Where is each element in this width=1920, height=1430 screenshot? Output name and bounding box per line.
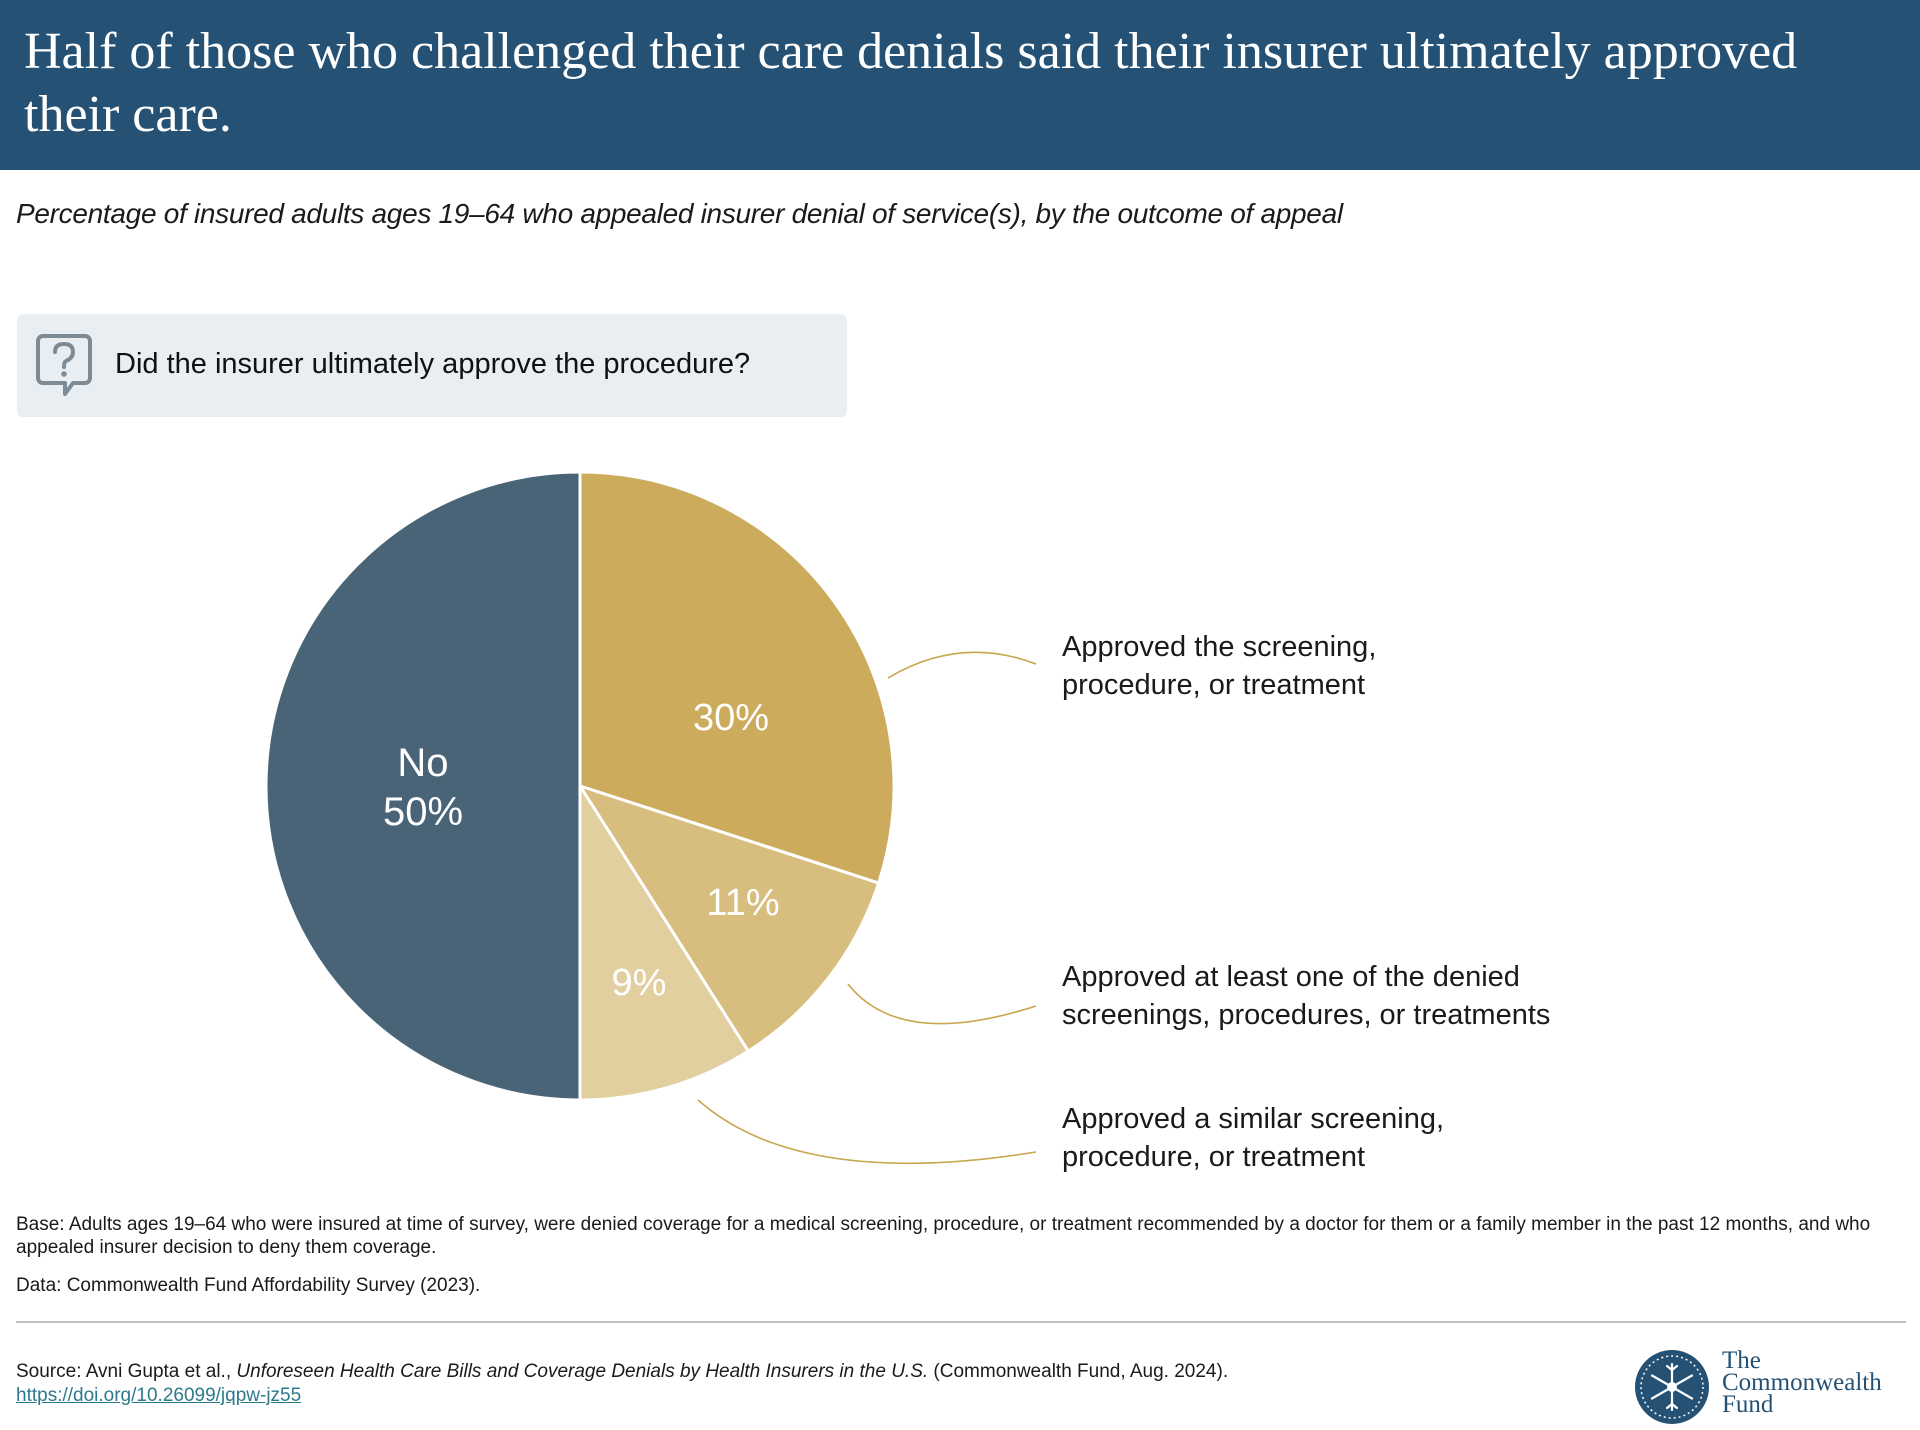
legend-approved-full-line2: procedure, or treatment: [1062, 669, 1366, 701]
legend-approved-partial-line2: screenings, procedures, or treatments: [1062, 999, 1551, 1031]
header-banner: Half of those who challenged their care …: [0, 0, 1920, 170]
source-note: Source: Avni Gupta et al., Unforeseen He…: [16, 1360, 1228, 1383]
slice-label-approved-full: 30%: [693, 697, 769, 739]
question-text: Did the insurer ultimately approve the p…: [115, 348, 751, 380]
pie-slice-approved-full: [578, 470, 896, 885]
base-note: Base: Adults ages 19–64 who were insured…: [16, 1214, 1871, 1258]
source-title: Unforeseen Health Care Bills and Coverag…: [236, 1361, 929, 1382]
callout-line-approved-similar: [697, 1099, 1037, 1165]
logo-line1: The: [1722, 1347, 1761, 1374]
snowflake-seal-icon: [1635, 1350, 1709, 1424]
question-box: Did the insurer ultimately approve the p…: [17, 314, 847, 417]
pie-slice-approved-partial: [576, 783, 881, 1054]
pie-slices: [264, 470, 896, 1102]
callout-lines: [697, 651, 1037, 1165]
source-link[interactable]: https://doi.org/10.26099/jqpw-jz55: [16, 1385, 302, 1406]
callout-line-approved-partial: [847, 983, 1037, 1025]
legend-approved-similar-line2: procedure, or treatment: [1062, 1141, 1366, 1173]
logo-wordmark: The Commonwealth Fund: [1722, 1347, 1882, 1418]
legend-approved-full-line1: Approved the screening,: [1062, 631, 1377, 663]
pie-slice-approved-similar: [578, 780, 751, 1102]
chart-subtitle: Percentage of insured adults ages 19–64 …: [16, 198, 1343, 229]
source-link-row: https://doi.org/10.26099/jqpw-jz55: [16, 1384, 301, 1407]
logo-line3: Fund: [1722, 1391, 1774, 1418]
question-bubble-icon: [36, 334, 92, 396]
pie-slice-no: [264, 470, 582, 1102]
logo-line2: Commonwealth: [1722, 1369, 1882, 1396]
legend-approved-partial-line1: Approved at least one of the denied: [1062, 961, 1520, 993]
source-suffix: (Commonwealth Fund, Aug. 2024).: [928, 1361, 1229, 1382]
slice-label-approved-partial: 11%: [706, 882, 779, 924]
callout-line-approved-full: [887, 651, 1037, 679]
divider: [16, 1321, 1906, 1323]
slice-label-no-value: 50%: [383, 790, 463, 834]
legend-approved-full: Approved the screening, procedure, or tr…: [1062, 628, 1376, 704]
slice-label-approved-similar: 9%: [612, 962, 667, 1004]
page-title: Half of those who challenged their care …: [24, 23, 1798, 143]
slice-label-no-name: No: [397, 741, 448, 785]
legend-approved-partial: Approved at least one of the denied scre…: [1062, 958, 1550, 1034]
source-prefix: Source: Avni Gupta et al.,: [16, 1361, 237, 1382]
data-note: Data: Commonwealth Fund Affordability Su…: [16, 1275, 481, 1296]
legend-approved-similar-line1: Approved a similar screening,: [1062, 1103, 1445, 1135]
legend-approved-similar: Approved a similar screening, procedure,…: [1062, 1100, 1444, 1176]
